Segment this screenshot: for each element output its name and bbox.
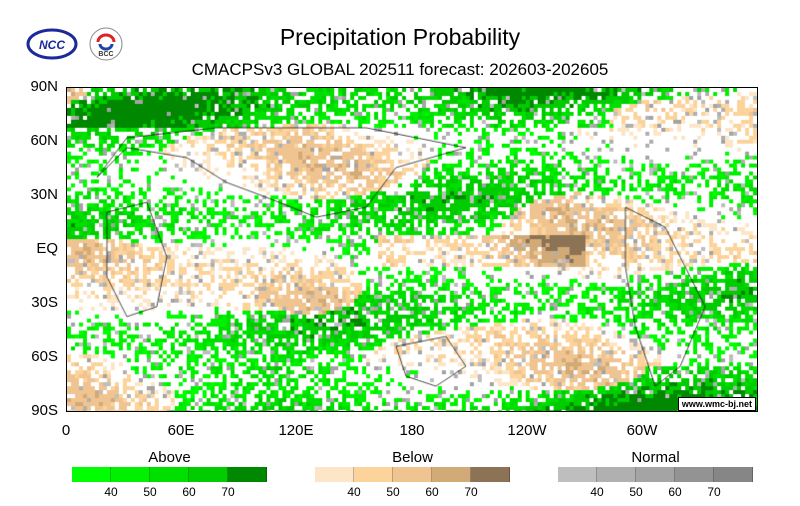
legend-tick: 60: [668, 485, 682, 499]
svg-text:NCC: NCC: [39, 38, 65, 52]
legend-colorbar: [558, 467, 753, 482]
legend-tick: 50: [386, 485, 400, 499]
y-tick: 30N: [30, 186, 58, 203]
watermark: www.wmc-bj.net: [677, 397, 756, 411]
legend-tick: 60: [425, 485, 439, 499]
legend-swatch: [315, 467, 354, 482]
legend-swatch: [597, 467, 636, 482]
legend-swatch: [228, 467, 267, 482]
y-tick: 60S: [31, 348, 58, 365]
legend-swatch: [675, 467, 714, 482]
legend-tick: 40: [590, 485, 604, 499]
svg-text:BCC: BCC: [98, 51, 113, 58]
chart-subtitle: CMACPSv3 GLOBAL 202511 forecast: 202603-…: [191, 60, 609, 79]
x-tick: 120W: [507, 422, 547, 439]
x-tick: 120E: [278, 422, 314, 439]
legend-swatch: [72, 467, 111, 482]
legend-swatch: [471, 467, 510, 482]
legend-tick: 70: [221, 485, 235, 499]
y-tick: 30S: [31, 294, 58, 311]
legend-swatch: [636, 467, 675, 482]
legend-swatch: [714, 467, 753, 482]
y-tick: 90N: [30, 78, 58, 95]
legend-title: Below: [392, 449, 433, 466]
x-tick: 60E: [167, 422, 195, 439]
y-tick: EQ: [36, 240, 58, 257]
x-tick: 180: [399, 422, 425, 439]
legend-tick: 70: [464, 485, 478, 499]
legend-colorbar: [315, 467, 510, 482]
chart-title: Precipitation Probability: [279, 24, 521, 50]
legend-swatch: [189, 467, 228, 482]
legend-tick: 40: [104, 485, 118, 499]
legend-title: Normal: [631, 449, 680, 466]
bcc-logo: BCC: [89, 27, 123, 61]
legend-tick: 50: [143, 485, 157, 499]
legend-tick: 60: [182, 485, 196, 499]
probability-map: [66, 87, 758, 412]
legend-tick: 70: [707, 485, 721, 499]
legend-title: Above: [148, 449, 191, 466]
legend-swatch: [111, 467, 150, 482]
ncc-logo: NCC: [26, 28, 78, 60]
legend-colorbar: [72, 467, 267, 482]
x-tick: 60W: [626, 422, 658, 439]
legend-swatch: [150, 467, 189, 482]
legend-swatch: [432, 467, 471, 482]
legend-tick: 40: [347, 485, 361, 499]
legend-swatch: [558, 467, 597, 482]
y-tick: 90S: [31, 402, 58, 419]
x-tick: 0: [61, 422, 71, 439]
legend-tick: 50: [629, 485, 643, 499]
legend-swatch: [354, 467, 393, 482]
legend-swatch: [393, 467, 432, 482]
y-tick: 60N: [30, 132, 58, 149]
